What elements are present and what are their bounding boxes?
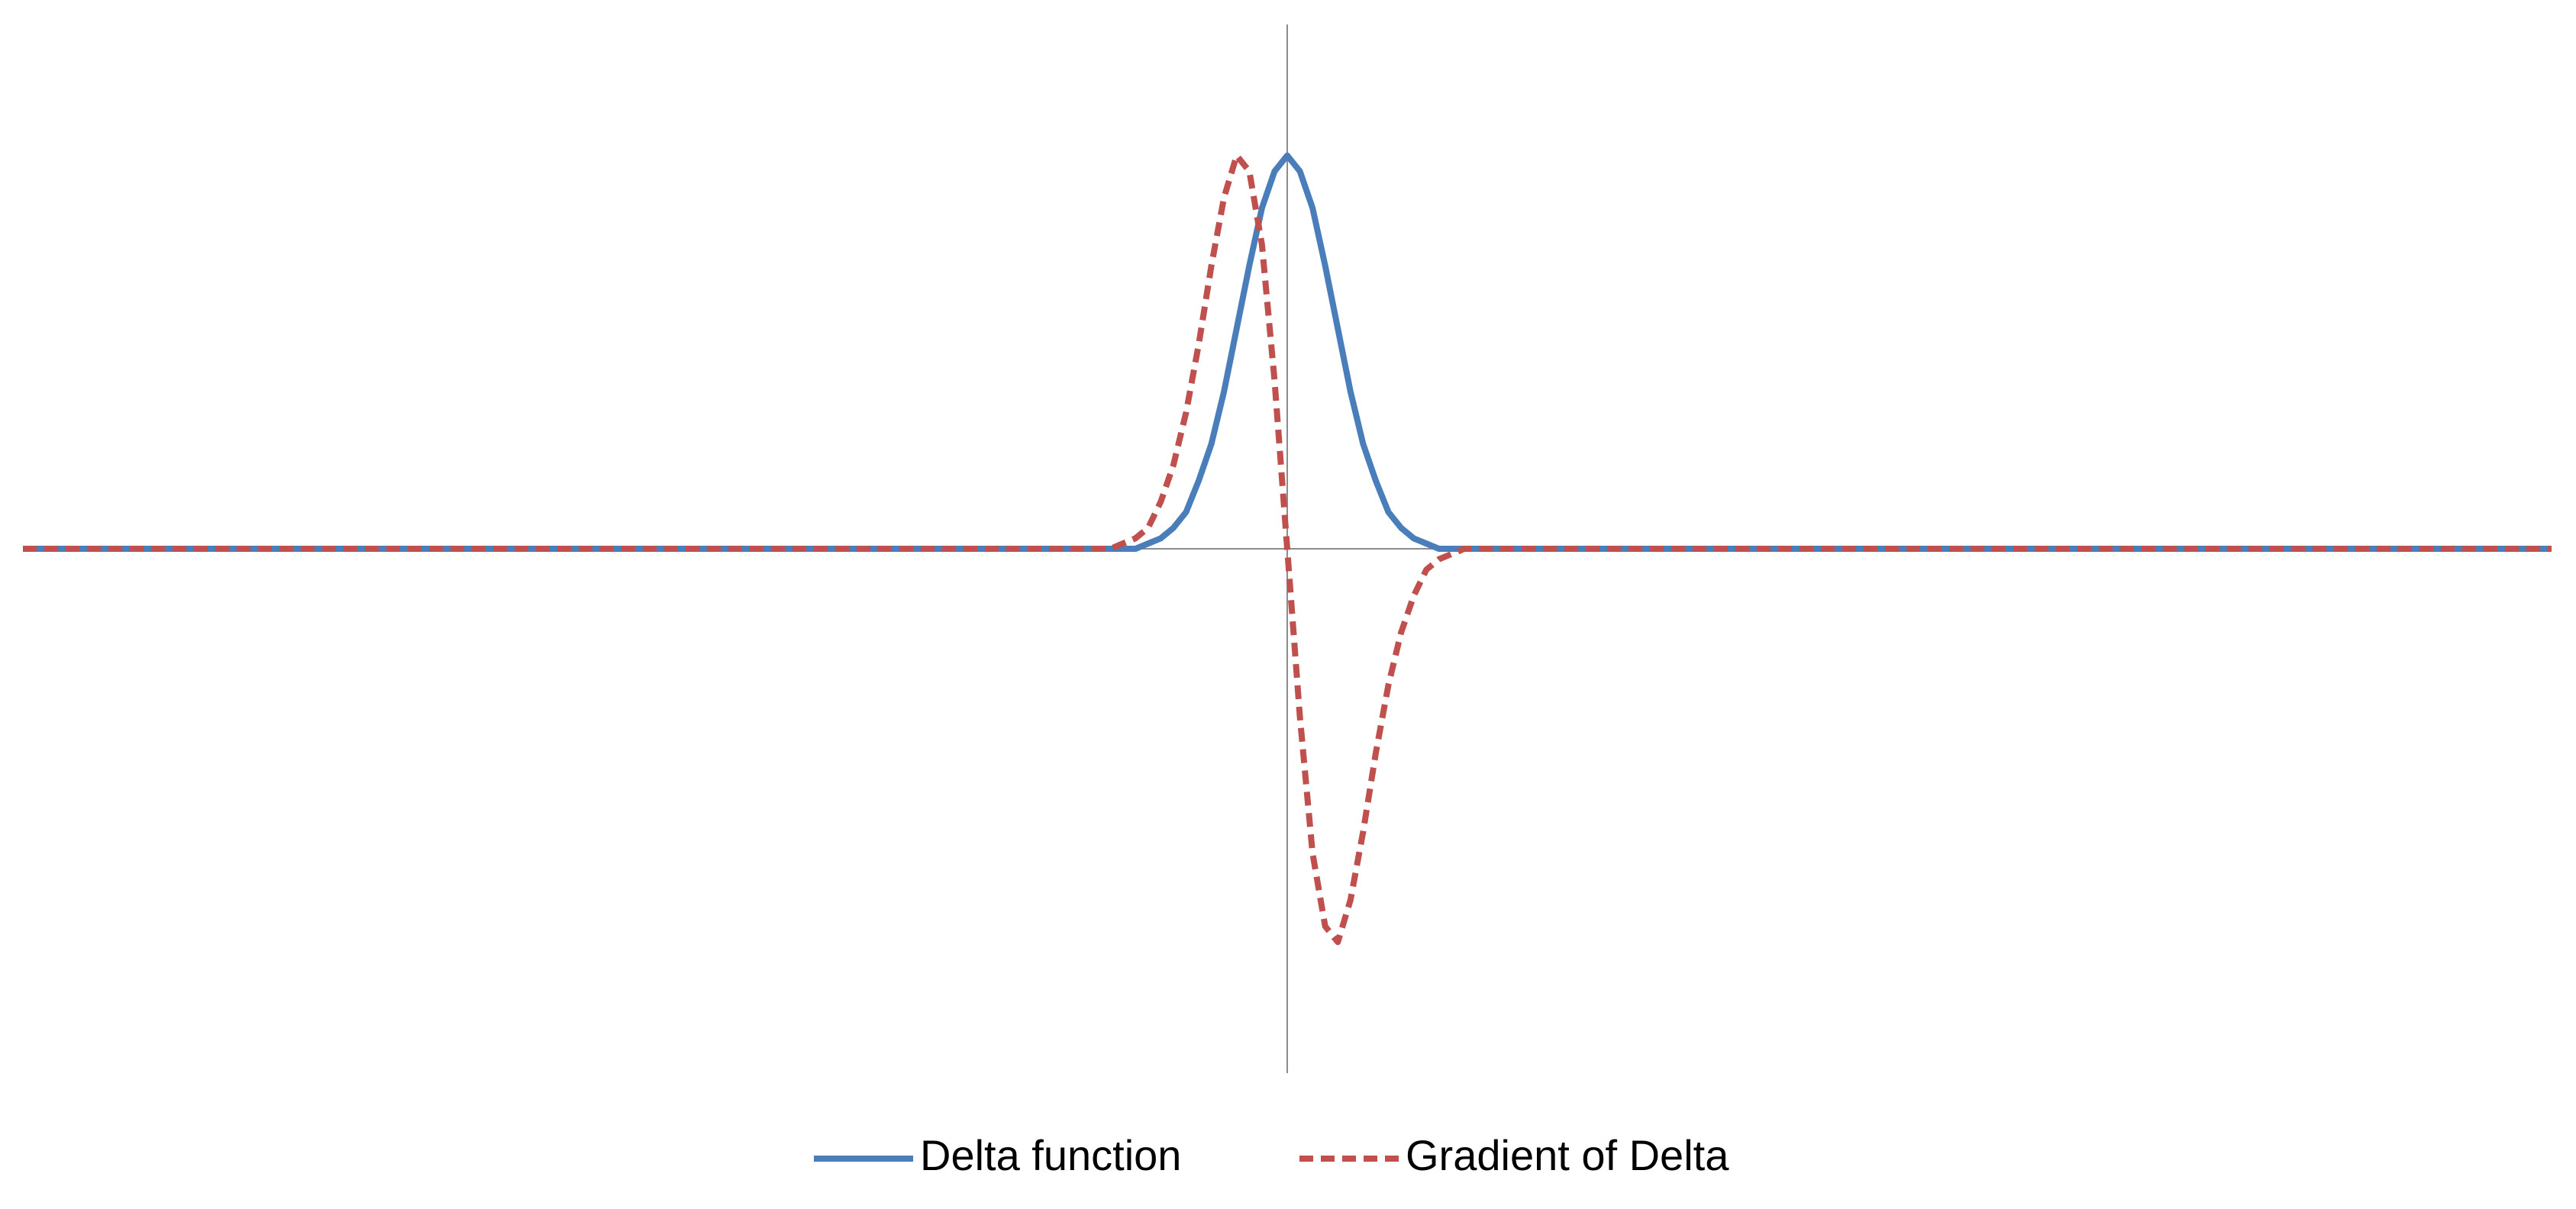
legend-label: Delta function (920, 1131, 1181, 1179)
series-line (23, 152, 2552, 946)
series-line (23, 152, 2552, 552)
legend-label: Gradient of Delta (1406, 1131, 1729, 1179)
